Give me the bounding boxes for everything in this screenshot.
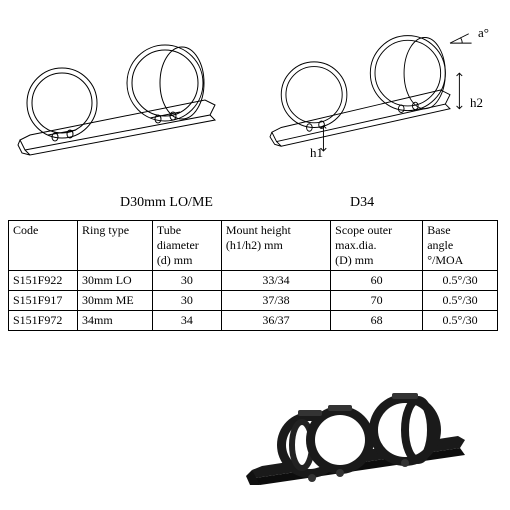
cell-ring: 30mm ME	[78, 291, 153, 311]
th-tube: Tubediameter(d) mm	[152, 221, 221, 271]
cell-tube: 30	[152, 291, 221, 311]
th-base: Baseangle°/MOA	[423, 221, 498, 271]
technical-diagrams: h1 h2 a° D30mm LO/ME D34	[0, 0, 510, 200]
dimension-a-label: a°	[478, 25, 489, 41]
cell-base: 0.5°/30	[423, 271, 498, 291]
diagram-right-label: D34	[350, 195, 374, 211]
cell-mount: 36/37	[221, 311, 330, 331]
cell-base: 0.5°/30	[423, 291, 498, 311]
product-photo	[240, 390, 480, 500]
th-code: Code	[9, 221, 78, 271]
dimension-h1-label: h1	[310, 145, 323, 161]
cell-scope: 68	[331, 311, 423, 331]
table-row: S151F972 34mm 34 36/37 68 0.5°/30	[9, 311, 498, 331]
table-row: S151F917 30mm ME 30 37/38 70 0.5°/30	[9, 291, 498, 311]
table-header-row: Code Ring type Tubediameter(d) mm Mount …	[9, 221, 498, 271]
cell-code: S151F922	[9, 271, 78, 291]
spec-table: Code Ring type Tubediameter(d) mm Mount …	[8, 220, 498, 331]
cell-tube: 34	[152, 311, 221, 331]
cell-tube: 30	[152, 271, 221, 291]
diagram-left-label: D30mm LO/ME	[120, 195, 213, 211]
table-row: S151F922 30mm LO 30 33/34 60 0.5°/30	[9, 271, 498, 291]
dimension-h2-label: h2	[470, 95, 483, 111]
th-ring: Ring type	[78, 221, 153, 271]
cell-scope: 60	[331, 271, 423, 291]
cell-ring: 30mm LO	[78, 271, 153, 291]
cell-ring: 34mm	[78, 311, 153, 331]
cell-scope: 70	[331, 291, 423, 311]
cell-mount: 37/38	[221, 291, 330, 311]
th-scope: Scope outermax.dia.(D) mm	[331, 221, 423, 271]
table-body: S151F922 30mm LO 30 33/34 60 0.5°/30 S15…	[9, 271, 498, 331]
diagram-d30	[10, 15, 240, 165]
th-mount: Mount height(h1/h2) mm	[221, 221, 330, 271]
cell-code: S151F972	[9, 311, 78, 331]
cell-mount: 33/34	[221, 271, 330, 291]
diagram-d34	[260, 15, 490, 165]
cell-code: S151F917	[9, 291, 78, 311]
cell-base: 0.5°/30	[423, 311, 498, 331]
